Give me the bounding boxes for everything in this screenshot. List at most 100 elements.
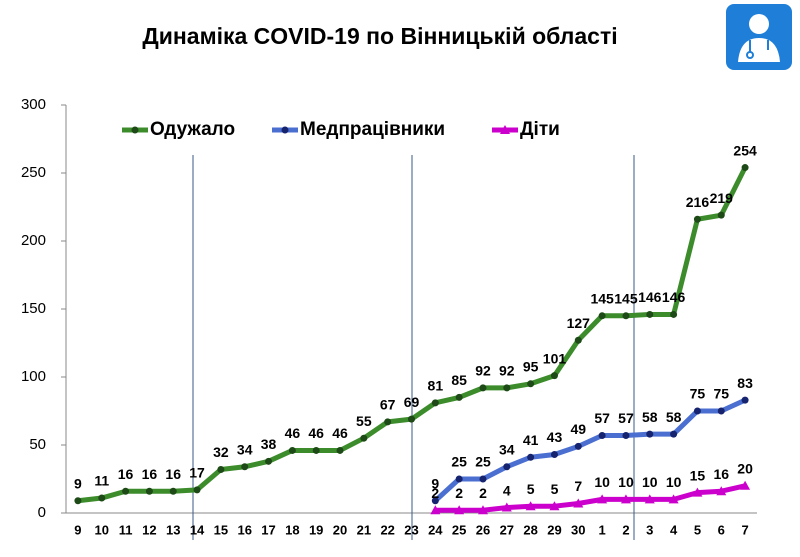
data-label: 146 <box>662 289 686 305</box>
point <box>408 415 415 423</box>
data-label: 145 <box>590 291 614 307</box>
point <box>620 494 631 504</box>
data-label: 127 <box>567 315 591 331</box>
data-label: 16 <box>142 466 158 482</box>
data-label: 38 <box>261 436 277 452</box>
data-label: 55 <box>356 413 372 429</box>
x-tick-label: 9 <box>74 522 81 537</box>
chart-title: Динаміка COVID-19 по Вінницькій області <box>142 23 617 49</box>
data-label: 146 <box>638 289 662 305</box>
point <box>670 430 678 438</box>
x-tick-label: 14 <box>190 522 205 537</box>
series-line <box>77 166 748 504</box>
x-tick-label: 15 <box>214 522 228 537</box>
data-label: 57 <box>594 410 610 426</box>
data-label: 34 <box>499 441 515 457</box>
y-tick-label: 50 <box>29 436 46 453</box>
data-label: 57 <box>618 410 634 426</box>
data-label: 11 <box>94 473 109 489</box>
point <box>693 407 701 415</box>
point <box>145 487 153 495</box>
y-tick-label: 100 <box>21 368 46 385</box>
data-label: 5 <box>527 481 535 497</box>
data-label: 101 <box>543 350 567 366</box>
x-tick-label: 6 <box>718 522 725 537</box>
legend-label: Медпрацівники <box>300 119 445 140</box>
x-tick-label: 16 <box>237 522 251 537</box>
y-tick-label: 200 <box>21 232 46 249</box>
data-label: 58 <box>642 409 658 425</box>
data-label: 10 <box>666 474 682 490</box>
data-label: 25 <box>451 454 467 470</box>
data-label: 85 <box>451 372 467 388</box>
series-line <box>435 483 746 513</box>
point <box>384 418 392 426</box>
data-label: 16 <box>118 466 134 482</box>
point <box>644 494 655 504</box>
point <box>479 384 487 392</box>
point <box>527 453 535 461</box>
point <box>740 480 751 490</box>
x-tick-label: 20 <box>333 522 347 537</box>
data-label: 16 <box>165 466 181 482</box>
y-tick-label: 150 <box>21 300 46 317</box>
point <box>717 211 725 219</box>
point <box>716 486 727 496</box>
point <box>668 494 679 504</box>
point <box>717 407 725 415</box>
data-label: 7 <box>574 478 582 494</box>
data-label: 83 <box>737 375 753 391</box>
point <box>646 310 654 318</box>
data-label: 4 <box>503 482 511 498</box>
point <box>74 497 82 505</box>
data-label: 58 <box>666 409 682 425</box>
data-label: 46 <box>332 425 348 441</box>
data-label: 95 <box>523 359 539 375</box>
doctor-icon <box>726 4 792 70</box>
point <box>622 312 630 320</box>
x-tick-label: 25 <box>452 522 466 537</box>
point <box>622 431 630 439</box>
point <box>98 494 106 502</box>
x-tick-label: 10 <box>95 522 109 537</box>
point <box>670 310 678 318</box>
point <box>131 126 139 134</box>
point <box>598 312 606 320</box>
data-label: 10 <box>594 474 610 490</box>
data-label: 75 <box>713 386 729 402</box>
x-tick-label: 1 <box>599 522 606 537</box>
point <box>573 498 584 508</box>
data-label: 46 <box>308 425 324 441</box>
point <box>574 442 582 450</box>
data-label: 219 <box>710 190 734 206</box>
data-label: 17 <box>189 465 205 481</box>
point <box>281 126 289 134</box>
point <box>336 446 344 454</box>
x-tick-label: 26 <box>476 522 490 537</box>
point <box>454 505 465 515</box>
x-tick-label: 30 <box>571 522 585 537</box>
legend-label: Діти <box>520 119 560 140</box>
data-label: 49 <box>571 421 587 437</box>
data-label: 75 <box>690 386 706 402</box>
legend-label: Одужало <box>150 119 235 140</box>
point <box>455 475 463 483</box>
point <box>549 501 560 511</box>
point <box>500 125 510 134</box>
data-label: 32 <box>213 444 229 460</box>
data-label: 9 <box>431 475 439 491</box>
point <box>431 399 439 407</box>
point <box>477 505 488 515</box>
data-label: 216 <box>686 194 710 210</box>
x-tick-label: 5 <box>694 522 701 537</box>
point <box>169 487 177 495</box>
point <box>741 164 749 172</box>
point <box>360 434 368 442</box>
point <box>241 463 249 471</box>
point <box>501 502 512 512</box>
point <box>550 451 558 459</box>
x-tick-label: 17 <box>261 522 275 537</box>
point <box>312 446 320 454</box>
data-label: 67 <box>380 397 396 413</box>
